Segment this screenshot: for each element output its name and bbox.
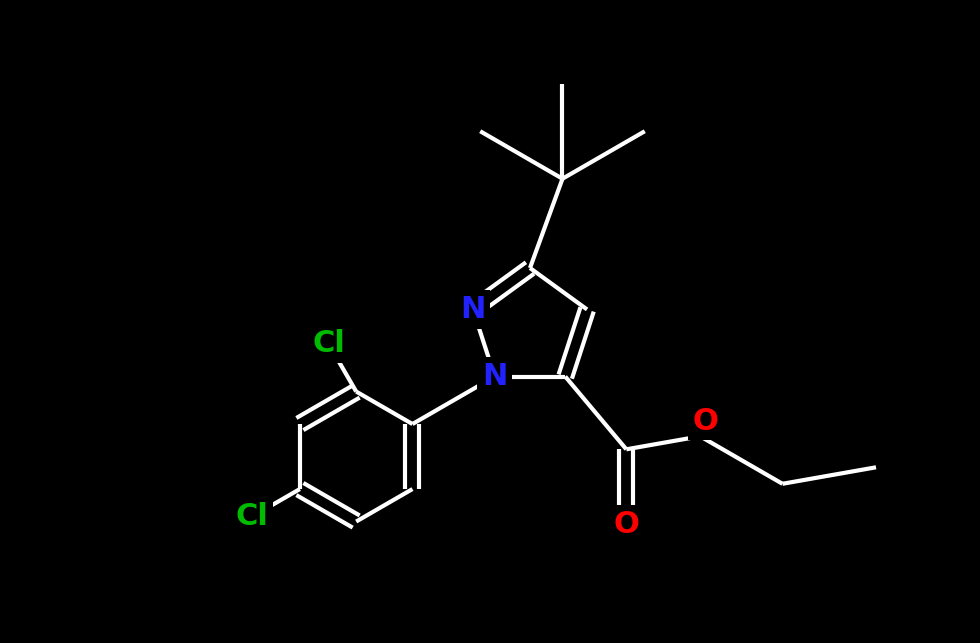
- Text: O: O: [692, 407, 718, 436]
- Text: Cl: Cl: [313, 329, 345, 358]
- Text: O: O: [613, 510, 639, 539]
- Text: Cl: Cl: [236, 502, 269, 531]
- Text: N: N: [461, 295, 486, 324]
- Text: N: N: [482, 362, 508, 391]
